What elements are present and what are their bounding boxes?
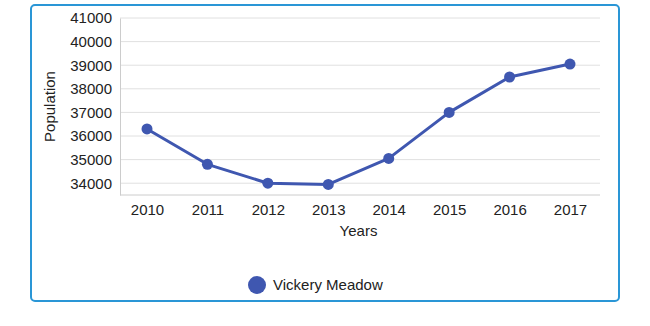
- y-tick: 39000: [70, 56, 120, 73]
- data-point: [142, 123, 153, 134]
- x-tick: 2015: [433, 195, 466, 218]
- legend: Vickery Meadow: [248, 276, 383, 294]
- y-tick: 34000: [70, 175, 120, 192]
- y-axis: 34000 35000 36000 37000 38000 39000 40000 41000: [70, 9, 120, 195]
- x-tick: 2010: [131, 195, 164, 218]
- data-point: [504, 72, 515, 83]
- grid-line: [120, 183, 600, 184]
- y-axis-title: Population: [41, 71, 58, 142]
- data-point: [444, 107, 455, 118]
- y-tick-label: 34000: [70, 175, 112, 192]
- grid-line: [120, 18, 600, 19]
- y-tick: 40000: [70, 33, 120, 50]
- data-point: [323, 179, 334, 190]
- x-tick-label: 2014: [373, 201, 406, 218]
- x-axis-line: [120, 195, 600, 196]
- x-tick: 2012: [252, 195, 285, 218]
- grid: [120, 18, 600, 183]
- x-tick: 2011: [192, 195, 224, 218]
- x-tick: 2017: [554, 195, 587, 218]
- x-tick: 2013: [312, 195, 345, 218]
- y-tick: 35000: [70, 151, 120, 168]
- legend-label: Vickery Meadow: [273, 276, 383, 293]
- x-tick-label: 2016: [493, 201, 526, 218]
- data-point: [262, 178, 273, 189]
- x-tick-label: 2012: [252, 201, 285, 218]
- data-point: [565, 59, 576, 70]
- x-tick-label: 2010: [131, 201, 164, 218]
- x-axis-title: Years: [340, 222, 378, 239]
- x-axis: 2010 2011 2012 2013 2014 2015 2016 2017: [120, 195, 600, 218]
- y-tick: 37000: [70, 104, 120, 121]
- series-line: [147, 64, 570, 184]
- y-tick: 41000: [70, 9, 120, 26]
- plot-area: [142, 59, 576, 190]
- x-tick-label: 2015: [433, 201, 466, 218]
- x-tick-label: 2011: [192, 201, 224, 218]
- grid-line: [120, 65, 600, 66]
- y-tick: 38000: [70, 80, 120, 97]
- grid-line: [120, 41, 600, 42]
- y-tick-label: 36000: [70, 127, 112, 144]
- y-tick-label: 40000: [70, 33, 112, 50]
- x-tick-label: 2013: [312, 201, 345, 218]
- grid-line: [120, 88, 600, 89]
- y-tick-label: 38000: [70, 80, 112, 97]
- grid-line: [120, 159, 600, 160]
- y-tick-label: 37000: [70, 104, 112, 121]
- data-point: [383, 153, 394, 164]
- y-axis-line: [120, 19, 121, 196]
- grid-line: [120, 136, 600, 137]
- frame: [31, 5, 619, 301]
- grid-line: [120, 112, 600, 113]
- chart: 34000 35000 36000 37000 38000 39000 40000 41000…: [0, 0, 650, 326]
- x-tick: 2016: [493, 195, 526, 218]
- data-point: [202, 159, 213, 170]
- y-tick-label: 41000: [70, 9, 112, 26]
- legend-marker: [248, 276, 266, 294]
- x-tick: 2014: [373, 195, 406, 218]
- y-tick-label: 35000: [70, 151, 112, 168]
- y-tick-label: 39000: [70, 56, 112, 73]
- x-tick-label: 2017: [554, 201, 587, 218]
- y-tick: 36000: [70, 127, 120, 144]
